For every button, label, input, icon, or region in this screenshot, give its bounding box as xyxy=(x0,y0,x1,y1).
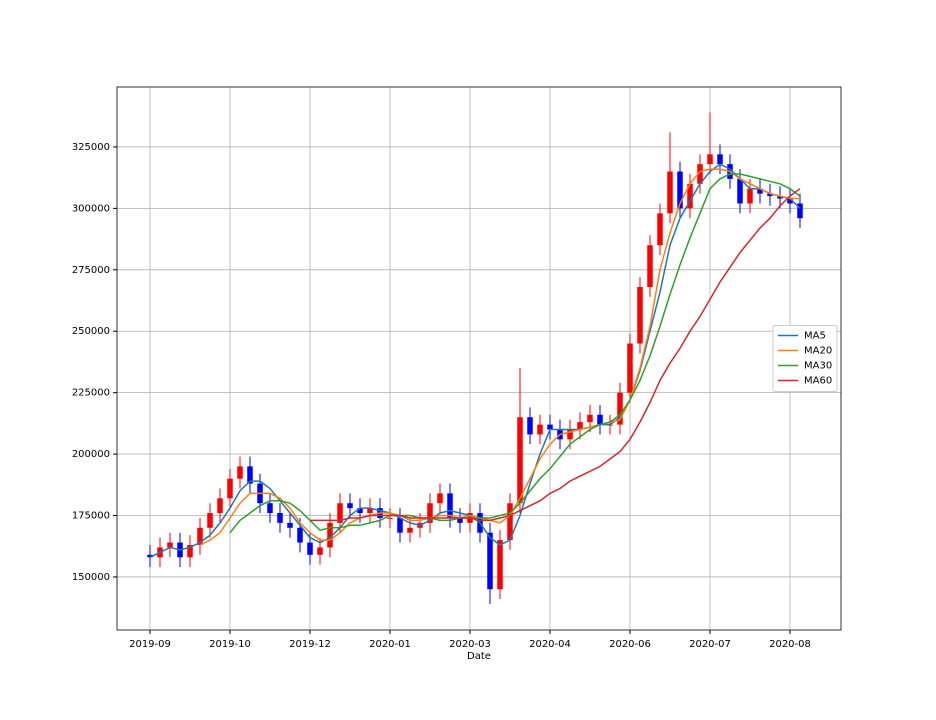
candle-body xyxy=(627,343,633,393)
candle-body xyxy=(247,466,253,484)
x-tick-label: 2019-09 xyxy=(129,639,171,650)
candle-body xyxy=(747,188,753,204)
legend-label: MA20 xyxy=(804,346,832,357)
candle-body xyxy=(527,417,533,435)
y-tick-label: 325000 xyxy=(72,142,110,153)
candle-body xyxy=(617,392,623,425)
candle-body xyxy=(217,498,223,514)
y-tick-label: 150000 xyxy=(72,572,110,583)
legend-label: MA60 xyxy=(804,376,832,387)
candle-body xyxy=(437,493,443,504)
candle-body xyxy=(577,422,583,430)
ma-line xyxy=(310,188,801,522)
candle-body xyxy=(227,478,233,499)
candle-body xyxy=(647,245,653,288)
candle-body xyxy=(287,522,293,528)
candle-body xyxy=(737,178,743,204)
candle-body xyxy=(567,429,573,440)
candle-body xyxy=(697,164,703,184)
candle-body xyxy=(267,503,273,514)
candle-body xyxy=(447,493,453,518)
candle-body xyxy=(397,517,403,533)
x-tick-label: 2020-06 xyxy=(609,639,651,650)
candle-body xyxy=(547,424,553,430)
x-tick-label: 2020-08 xyxy=(769,639,811,650)
candle-body xyxy=(237,466,243,479)
y-tick-label: 225000 xyxy=(72,388,110,399)
x-tick-label: 2020-07 xyxy=(689,639,731,650)
candle-body xyxy=(517,417,523,504)
ma-line xyxy=(149,163,801,558)
ma-line xyxy=(199,168,800,546)
x-tick-label: 2020-01 xyxy=(369,639,411,650)
candle-body xyxy=(497,540,503,590)
candle-body xyxy=(637,287,643,344)
candle-body xyxy=(167,542,173,548)
candle-body xyxy=(537,424,543,435)
x-axis-label: Date xyxy=(467,651,491,662)
candle-body xyxy=(187,544,193,558)
candle-body xyxy=(797,203,803,219)
y-tick-label: 300000 xyxy=(72,203,110,214)
candle-body xyxy=(357,508,363,514)
candle-body xyxy=(337,503,343,523)
candle-body xyxy=(317,547,323,555)
candle-body xyxy=(657,213,663,246)
x-tick-label: 2020-04 xyxy=(529,639,571,650)
candle-body xyxy=(197,527,203,545)
candle-body xyxy=(387,517,393,519)
candle-body xyxy=(687,183,693,209)
candle-body xyxy=(777,196,783,199)
candle-body xyxy=(787,198,793,204)
y-tick-label: 275000 xyxy=(72,265,110,276)
candle-body xyxy=(367,508,373,514)
plot-frame xyxy=(116,86,842,631)
legend-label: MA5 xyxy=(804,331,826,342)
y-tick-label: 200000 xyxy=(72,449,110,460)
candle-body xyxy=(597,414,603,425)
candle-body xyxy=(767,193,773,197)
x-tick-label: 2019-12 xyxy=(289,639,331,650)
candle-body xyxy=(327,522,333,548)
candle-body xyxy=(757,188,763,194)
y-tick-label: 250000 xyxy=(72,326,110,337)
ma-line xyxy=(229,173,801,534)
candle-body xyxy=(487,532,493,590)
candle-body xyxy=(307,542,313,555)
candle-body xyxy=(507,503,513,541)
candle-body xyxy=(677,171,683,209)
y-tick-label: 175000 xyxy=(72,511,110,522)
candle-body xyxy=(667,171,673,214)
candle-body xyxy=(147,554,153,558)
x-tick-label: 2019-10 xyxy=(209,639,251,650)
candle-body xyxy=(587,414,593,423)
candle-body xyxy=(277,513,283,523)
candle-body xyxy=(207,513,213,528)
legend-label: MA30 xyxy=(804,361,832,372)
legend-box xyxy=(772,325,838,392)
candle-body xyxy=(707,154,713,165)
candle-body xyxy=(457,517,463,523)
candle-body xyxy=(407,527,413,533)
candle-body xyxy=(427,503,433,523)
candle-body xyxy=(347,503,353,509)
candle-body xyxy=(717,154,723,165)
x-tick-label: 2020-03 xyxy=(449,639,491,650)
candle-body xyxy=(297,527,303,543)
